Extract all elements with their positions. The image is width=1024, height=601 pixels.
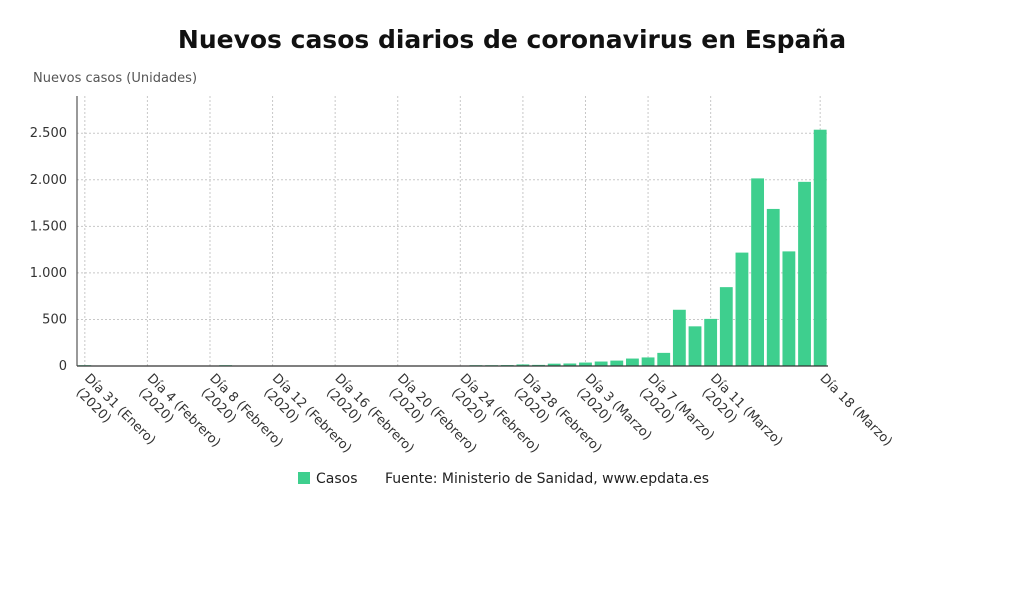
- y-tick-label: 2.500: [30, 126, 67, 141]
- bar: [547, 363, 561, 366]
- bar: [626, 358, 639, 366]
- bar: [798, 181, 811, 366]
- legend: Casos Fuente: Ministerio de Sanidad, www…: [298, 471, 709, 487]
- y-tick-label: 1.000: [30, 266, 67, 281]
- source-text: Fuente: Ministerio de Sanidad, www.epdat…: [385, 471, 709, 487]
- bar: [735, 252, 749, 366]
- bar: [672, 309, 686, 366]
- y-tick-label: 2.000: [30, 173, 67, 188]
- bar: [688, 326, 702, 366]
- y-tick-labels: 0 500 1.000 1.500 2.000 2.500: [30, 126, 67, 374]
- y-tick-label: 0: [59, 359, 67, 374]
- bar: [579, 362, 592, 366]
- bar: [766, 208, 780, 366]
- bar: [563, 363, 577, 366]
- bar: [751, 178, 765, 366]
- x-tick-label-line: Día 18 (Marzo): [817, 371, 895, 449]
- chart-title: Nuevos casos diarios de coronavirus en E…: [178, 25, 846, 54]
- x-tick-label: Día 7 (Marzo)(2020): [636, 371, 717, 444]
- legend-label-casos: Casos: [316, 471, 358, 487]
- bar: [813, 129, 827, 366]
- bar: [719, 287, 733, 366]
- y-axis-label: Nuevos casos (Unidades): [33, 71, 197, 86]
- bar: [657, 352, 671, 366]
- y-tick-label: 500: [42, 312, 67, 327]
- x-tick-labels: Día 31 (Enero)(2020) Día 4 (Febrero)(2020…: [73, 371, 895, 456]
- bar: [516, 364, 530, 366]
- bar: [782, 251, 796, 366]
- legend-swatch-casos: [298, 472, 310, 484]
- bar: [641, 357, 655, 366]
- bars: [78, 129, 827, 366]
- y-tick-label: 1.500: [30, 219, 67, 234]
- bar: [594, 361, 608, 366]
- x-tick-label: Día 11 (Marzo)(2020): [699, 371, 786, 449]
- x-tick-label: Día 18 (Marzo): [817, 371, 895, 449]
- x-tick-label: Día 31 (Enero)(2020): [73, 371, 159, 448]
- bar: [704, 318, 718, 366]
- axes: [76, 96, 828, 367]
- bar: [610, 360, 624, 366]
